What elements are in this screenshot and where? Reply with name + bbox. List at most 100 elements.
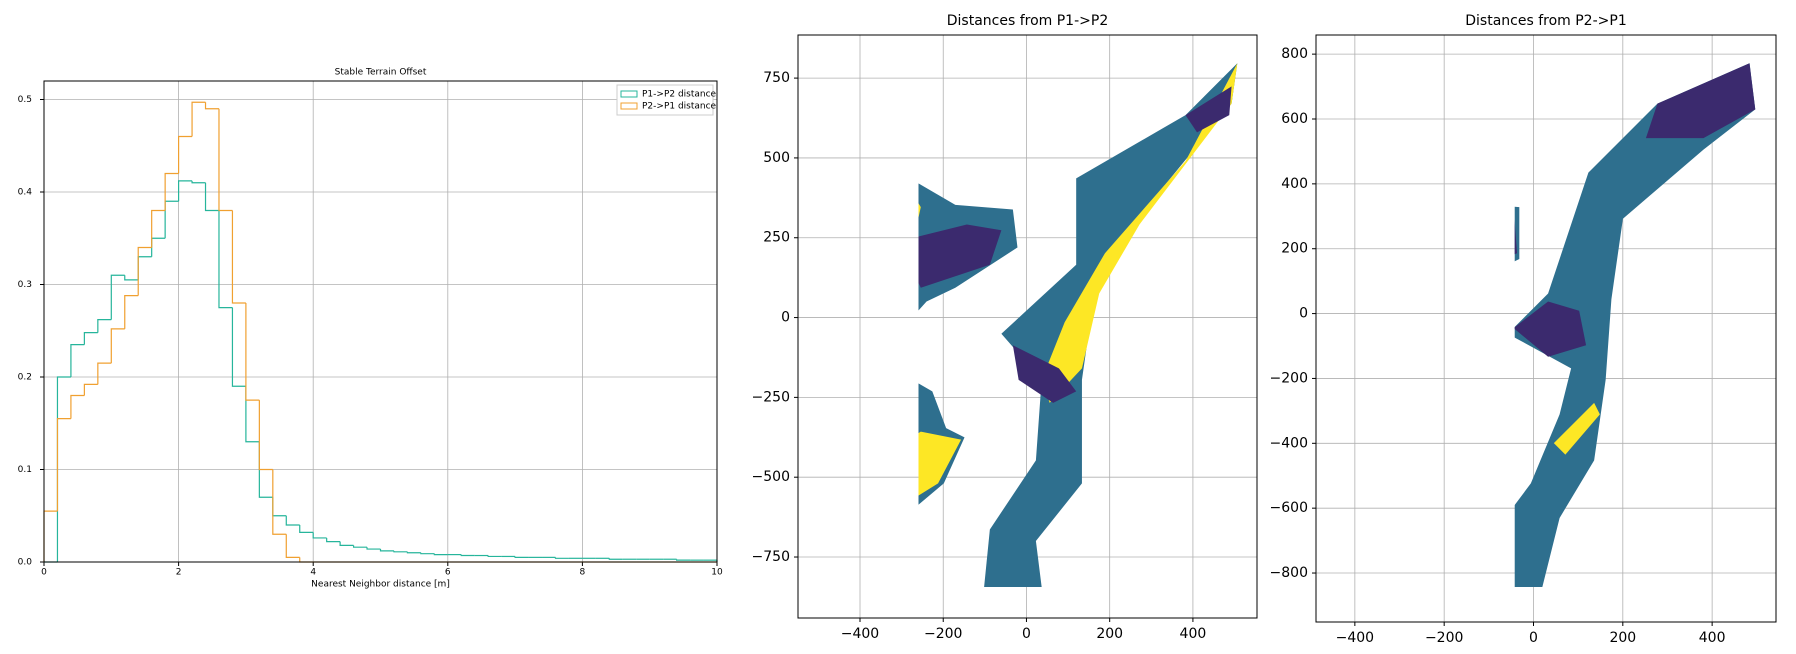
x-tick-label: 6 [445, 568, 451, 578]
y-tick-label: 0.5 [18, 95, 32, 105]
y-tick-label: 0.4 [18, 188, 33, 198]
histogram-step [366, 547, 381, 550]
y-tick-label: 0.2 [18, 373, 32, 383]
y-tick-label: 0.3 [18, 280, 32, 290]
histogram-step [420, 552, 435, 555]
region [1514, 301, 1587, 357]
x-tick-label: 0 [1022, 626, 1031, 642]
y-tick-label: 0 [781, 310, 790, 326]
y-tick-label: 0 [1299, 306, 1308, 322]
x-axis-label: Nearest Neighbor distance [m] [311, 580, 450, 590]
y-tick-label: 0.0 [18, 558, 33, 568]
histogram-step [151, 237, 166, 257]
map-panel: −400 −200 0 200 400 −800 −600 −400 −200 0 200 400 60… [1270, 13, 1777, 646]
region [1514, 222, 1518, 255]
x-tick-label: 0 [1529, 630, 1538, 646]
region [918, 224, 1002, 288]
axes-frame [1315, 34, 1777, 623]
y-tick-label: 0.1 [18, 465, 32, 475]
axes-frame [43, 80, 718, 563]
x-tick-label: 2 [176, 568, 182, 578]
histogram-step [352, 545, 368, 548]
histogram-panel: 0 2 4 6 8 10 0.0 0.1 0.2 0.3 0.4 0.5 Stable Terrain … [18, 68, 723, 590]
histogram-step [245, 303, 260, 401]
y-tick-label: −250 [752, 389, 790, 405]
histogram-step [676, 559, 691, 561]
histogram-step [218, 108, 233, 212]
point-cloud [1364, 63, 1756, 588]
y-tick-label: −400 [1270, 435, 1308, 451]
region [1514, 63, 1756, 588]
chart-title: Stable Terrain Offset [335, 68, 427, 78]
histogram-step [137, 246, 152, 296]
point-cloud [918, 63, 1238, 588]
y-tick-label: −750 [752, 549, 790, 565]
histogram-step [83, 383, 98, 396]
histogram-step [178, 180, 193, 202]
histogram-step [231, 210, 246, 304]
x-tick-label: −200 [924, 626, 962, 642]
histogram-step [487, 555, 502, 558]
histogram-step [245, 386, 260, 443]
x-tick-label: 400 [1180, 626, 1207, 642]
region [918, 183, 1018, 505]
histogram-step [164, 172, 179, 211]
legend-box [616, 84, 714, 116]
region [918, 203, 921, 218]
histogram-step [312, 532, 327, 539]
y-tick-label: 200 [1281, 241, 1308, 257]
histogram-step [218, 210, 233, 309]
y-tick-label: −500 [752, 469, 790, 485]
x-tick-label: 10 [711, 568, 723, 578]
y-tick-label: 750 [763, 70, 790, 86]
histogram-step [406, 551, 421, 554]
histogram-step [70, 394, 85, 419]
histogram-step [137, 256, 152, 280]
histogram-step [299, 557, 314, 563]
histogram-step [97, 362, 112, 385]
map-panel: −400 −200 0 200 400 −750 −500 −250 0 250 500 750 Dis… [752, 13, 1258, 642]
histogram-step [110, 328, 125, 364]
region [1553, 402, 1600, 455]
histogram-step [110, 274, 125, 320]
histogram-step [339, 541, 354, 546]
x-tick-label: 0 [41, 568, 47, 578]
y-tick-label: −600 [1270, 500, 1308, 516]
axes-frame [797, 34, 1258, 619]
histogram-step [204, 102, 219, 110]
histogram-step [460, 554, 475, 557]
region [1381, 474, 1439, 512]
histogram-step [379, 549, 394, 552]
region [918, 431, 962, 496]
x-tick-label: −200 [1425, 630, 1463, 646]
region [1514, 206, 1520, 262]
legend-swatch [620, 102, 638, 110]
histogram-step [285, 515, 300, 526]
histogram-step [231, 307, 246, 387]
histogram-step [70, 344, 85, 377]
histogram-step [433, 553, 448, 556]
histogram-step [191, 101, 206, 137]
histogram-step [178, 135, 193, 174]
histogram-step [393, 550, 408, 553]
histogram-step [326, 537, 341, 543]
histogram-step [299, 525, 314, 533]
histogram-step [43, 510, 58, 562]
region [1041, 63, 1238, 403]
legend-swatch [620, 90, 638, 98]
y-tick-label: 800 [1281, 46, 1308, 62]
y-tick-label: 600 [1281, 111, 1308, 127]
region [1185, 86, 1232, 133]
legend-label: P2->P1 distance [642, 102, 717, 112]
histogram-step [124, 295, 139, 329]
histogram-step [272, 497, 287, 517]
x-tick-label: 8 [580, 568, 586, 578]
x-tick-label: 200 [1096, 626, 1123, 642]
histogram-step [83, 332, 98, 345]
chart-title: Distances from P2->P1 [1465, 13, 1626, 29]
legend-label: P1->P2 distance [642, 90, 717, 100]
region [1364, 94, 1410, 155]
histogram-step [608, 558, 623, 560]
x-tick-label: −400 [1336, 630, 1374, 646]
